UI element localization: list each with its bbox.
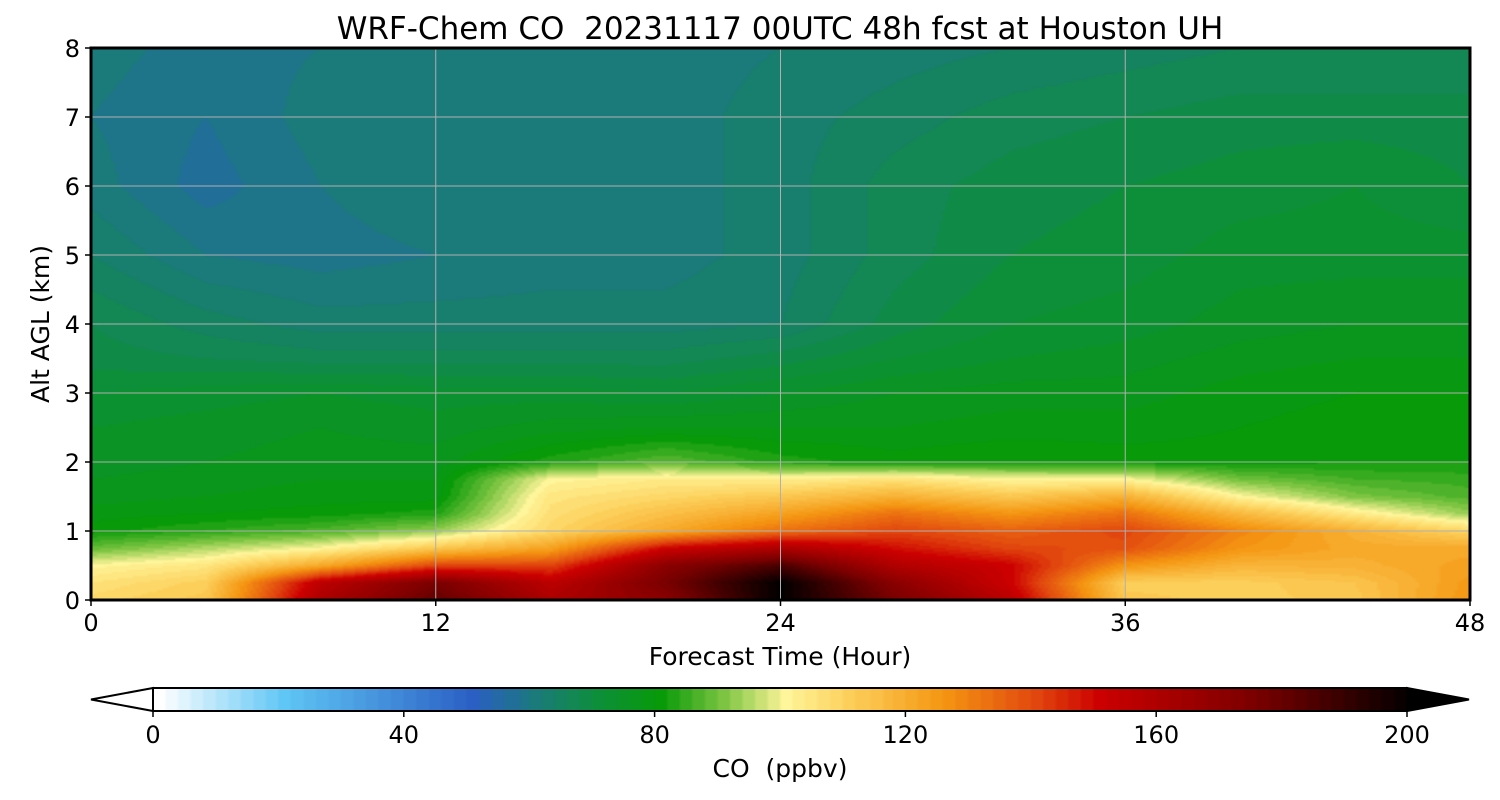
- x-tick-label: 48: [1455, 609, 1486, 637]
- y-axis-title: Alt AGL (km): [26, 245, 55, 403]
- colorbar-gradient: [153, 688, 1407, 711]
- y-tick-label: 1: [65, 518, 80, 546]
- x-axis-ticks: 0 12 24 36 48: [83, 600, 1485, 637]
- colorbar-label: CO (ppbv): [713, 754, 848, 783]
- y-tick-label: 8: [65, 35, 80, 63]
- y-tick-label: 6: [65, 173, 80, 201]
- colorbar-tick-label: 120: [882, 721, 928, 749]
- x-tick-label: 0: [83, 609, 98, 637]
- colorbar: 0 40 80 120 160 200 CO (ppbv): [90, 686, 1470, 783]
- y-tick-label: 2: [65, 449, 80, 477]
- colorbar-tick-label: 0: [145, 721, 160, 749]
- x-tick-label: 12: [420, 609, 451, 637]
- y-tick-label: 4: [65, 311, 80, 339]
- colorbar-high-extension: [1406, 686, 1470, 713]
- y-tick-label: 5: [65, 242, 80, 270]
- y-tick-label: 0: [65, 587, 80, 615]
- chart-title: WRF-Chem CO 20231117 00UTC 48h fcst at H…: [337, 11, 1224, 47]
- colorbar-tick-label: 40: [389, 721, 420, 749]
- gridlines: [91, 48, 1470, 600]
- colorbar-frame: [152, 687, 1408, 712]
- x-axis-title: Forecast Time (Hour): [649, 642, 912, 671]
- colorbar-low-extension: [90, 686, 154, 713]
- y-axis-ticks: 0 1 2 3 4 5 6 7 8: [65, 35, 91, 615]
- colorbar-ticks: 0 40 80 120 160 200: [145, 711, 1430, 749]
- x-tick-label: 24: [765, 609, 796, 637]
- colorbar-tick-label: 80: [639, 721, 670, 749]
- x-tick-label: 36: [1110, 609, 1141, 637]
- colorbar-tick-label: 200: [1384, 721, 1430, 749]
- y-tick-label: 3: [65, 380, 80, 408]
- colorbar-tick-label: 160: [1133, 721, 1179, 749]
- y-tick-label: 7: [65, 104, 80, 132]
